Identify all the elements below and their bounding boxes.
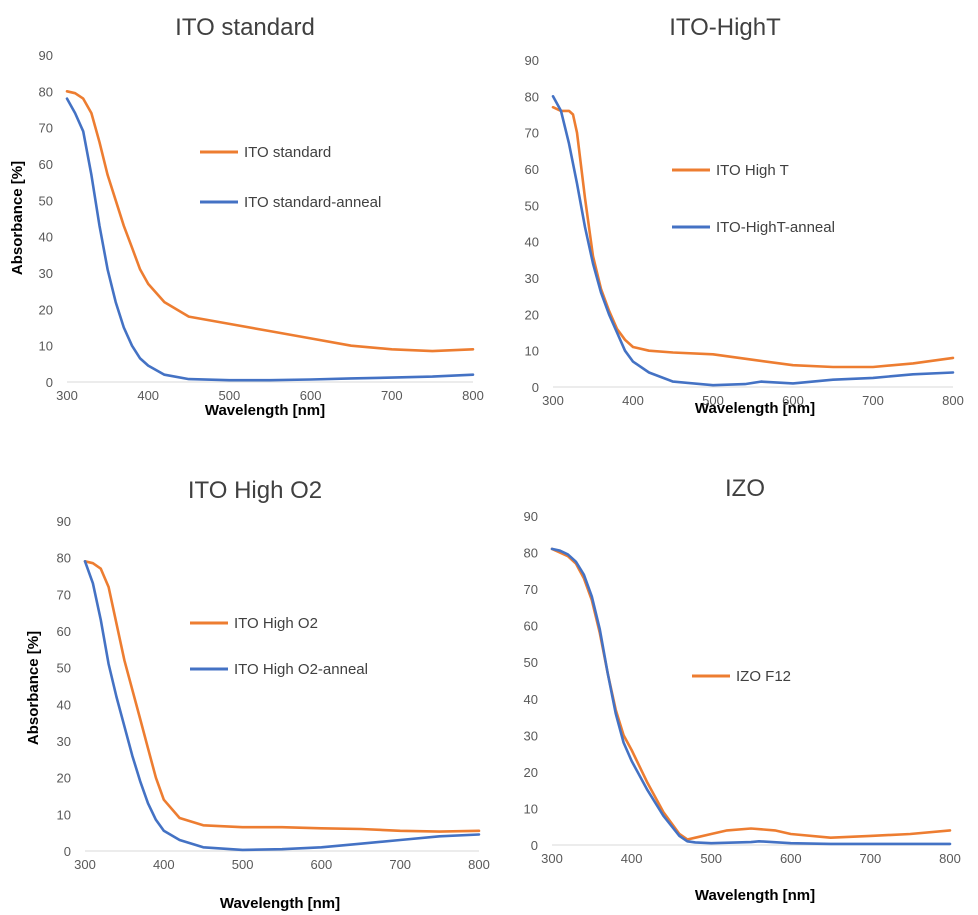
x-tick-label: 500: [700, 851, 722, 866]
y-tick-label: 70: [524, 582, 538, 597]
legend-label: ITO High T: [716, 162, 789, 179]
y-tick-label: 10: [524, 801, 538, 816]
y-tick-label: 0: [532, 380, 539, 395]
x-tick-label: 400: [153, 857, 175, 872]
series-line-blue: [83, 559, 481, 852]
x-tick-label: 800: [939, 851, 961, 866]
panel-izo: IZO Wavelength [nm] 0 10 20 30 40 50 60 70 80 90 3…: [524, 475, 961, 904]
x-tick-label: 700: [381, 388, 403, 403]
x-tick-label: 300: [541, 851, 563, 866]
x-tick-label: 300: [74, 857, 96, 872]
y-tick-label: 10: [39, 339, 53, 354]
y-tick-label: 20: [525, 307, 539, 322]
y-tick-label: 40: [525, 235, 539, 250]
y-tick-label: 20: [57, 771, 71, 786]
legend-label: ITO High O2: [234, 615, 318, 632]
y-tick-label: 10: [525, 344, 539, 359]
y-tick-label: 30: [525, 271, 539, 286]
y-tick-label: 0: [531, 838, 538, 853]
y-tick-label: 30: [39, 266, 53, 281]
x-tick-label: 500: [232, 857, 254, 872]
y-tick-label: 50: [524, 655, 538, 670]
panel-ito-high-o2: ITO High O2 Absorbance [%] Wavelength [n…: [25, 477, 490, 912]
series-line-blue: [551, 95, 955, 387]
y-tick-label: 60: [39, 157, 53, 172]
y-tick-label: 90: [524, 509, 538, 524]
y-tick-label: 60: [524, 619, 538, 634]
x-tick-label: 700: [389, 857, 411, 872]
x-tick-label: 400: [622, 393, 644, 408]
y-tick-label: 80: [57, 551, 71, 566]
series-line-orange: [65, 90, 475, 353]
panel-ito-hight: ITO-HighT Wavelength [nm] 0 10 20 30 40 50 60 7…: [525, 14, 964, 417]
y-tick-label: 20: [39, 302, 53, 317]
y-tick-label: 40: [524, 692, 538, 707]
y-tick-label: 90: [57, 514, 71, 529]
y-tick-label: 10: [57, 807, 71, 822]
y-tick-label: 0: [46, 375, 53, 390]
y-tick-label: 70: [39, 121, 53, 136]
y-tick-label: 50: [525, 198, 539, 213]
y-tick-label: 90: [525, 53, 539, 68]
x-tick-label: 500: [219, 388, 241, 403]
x-tick-label: 700: [862, 393, 884, 408]
y-axis-label: Absorbance [%]: [9, 161, 26, 275]
legend-label: ITO-HighT-anneal: [716, 219, 835, 236]
x-axis-label: Wavelength [nm]: [695, 887, 815, 904]
x-tick-label: 600: [780, 851, 802, 866]
x-tick-label: 700: [860, 851, 882, 866]
y-tick-label: 30: [57, 734, 71, 749]
y-tick-label: 80: [525, 89, 539, 104]
x-tick-label: 400: [621, 851, 643, 866]
series-line-blue: [550, 547, 952, 846]
y-tick-label: 70: [57, 587, 71, 602]
y-tick-label: 50: [39, 193, 53, 208]
x-tick-label: 800: [468, 857, 490, 872]
x-tick-label: 800: [462, 388, 484, 403]
y-axis-label: Absorbance [%]: [25, 631, 42, 745]
x-tick-label: 600: [300, 388, 322, 403]
y-tick-label: 40: [39, 230, 53, 245]
y-tick-label: 40: [57, 697, 71, 712]
y-tick-label: 20: [524, 765, 538, 780]
y-tick-label: 90: [39, 48, 53, 63]
y-tick-label: 50: [57, 661, 71, 676]
x-axis-label: Wavelength [nm]: [695, 400, 815, 417]
y-tick-label: 30: [524, 728, 538, 743]
x-tick-label: 500: [702, 393, 724, 408]
x-axis-label: Wavelength [nm]: [205, 402, 325, 419]
y-tick-label: 80: [39, 84, 53, 99]
chart-title: ITO-HighT: [669, 14, 781, 41]
series-line-orange: [551, 105, 955, 369]
series-line-blue: [65, 97, 475, 382]
x-axis-label: Wavelength [nm]: [220, 895, 340, 912]
x-tick-label: 400: [137, 388, 159, 403]
legend-label: ITO standard-anneal: [244, 194, 381, 211]
y-tick-label: 60: [57, 624, 71, 639]
y-tick-label: 70: [525, 126, 539, 141]
panel-ito-standard: ITO standard Absorbance [%] Wavelength […: [9, 14, 484, 419]
legend-label: IZO F12: [736, 668, 791, 685]
chart-title: IZO: [725, 475, 765, 502]
chart-title: ITO standard: [175, 14, 315, 41]
legend-label: ITO standard: [244, 144, 331, 161]
y-tick-label: 60: [525, 162, 539, 177]
x-tick-label: 300: [56, 388, 78, 403]
x-tick-label: 800: [942, 393, 964, 408]
x-tick-label: 600: [311, 857, 333, 872]
x-tick-label: 600: [782, 393, 804, 408]
legend-label: ITO High O2-anneal: [234, 661, 368, 678]
series-line-orange: [83, 559, 481, 833]
y-tick-label: 0: [64, 844, 71, 859]
x-tick-label: 300: [542, 393, 564, 408]
chart-title: ITO High O2: [188, 477, 322, 504]
y-tick-label: 80: [524, 546, 538, 561]
